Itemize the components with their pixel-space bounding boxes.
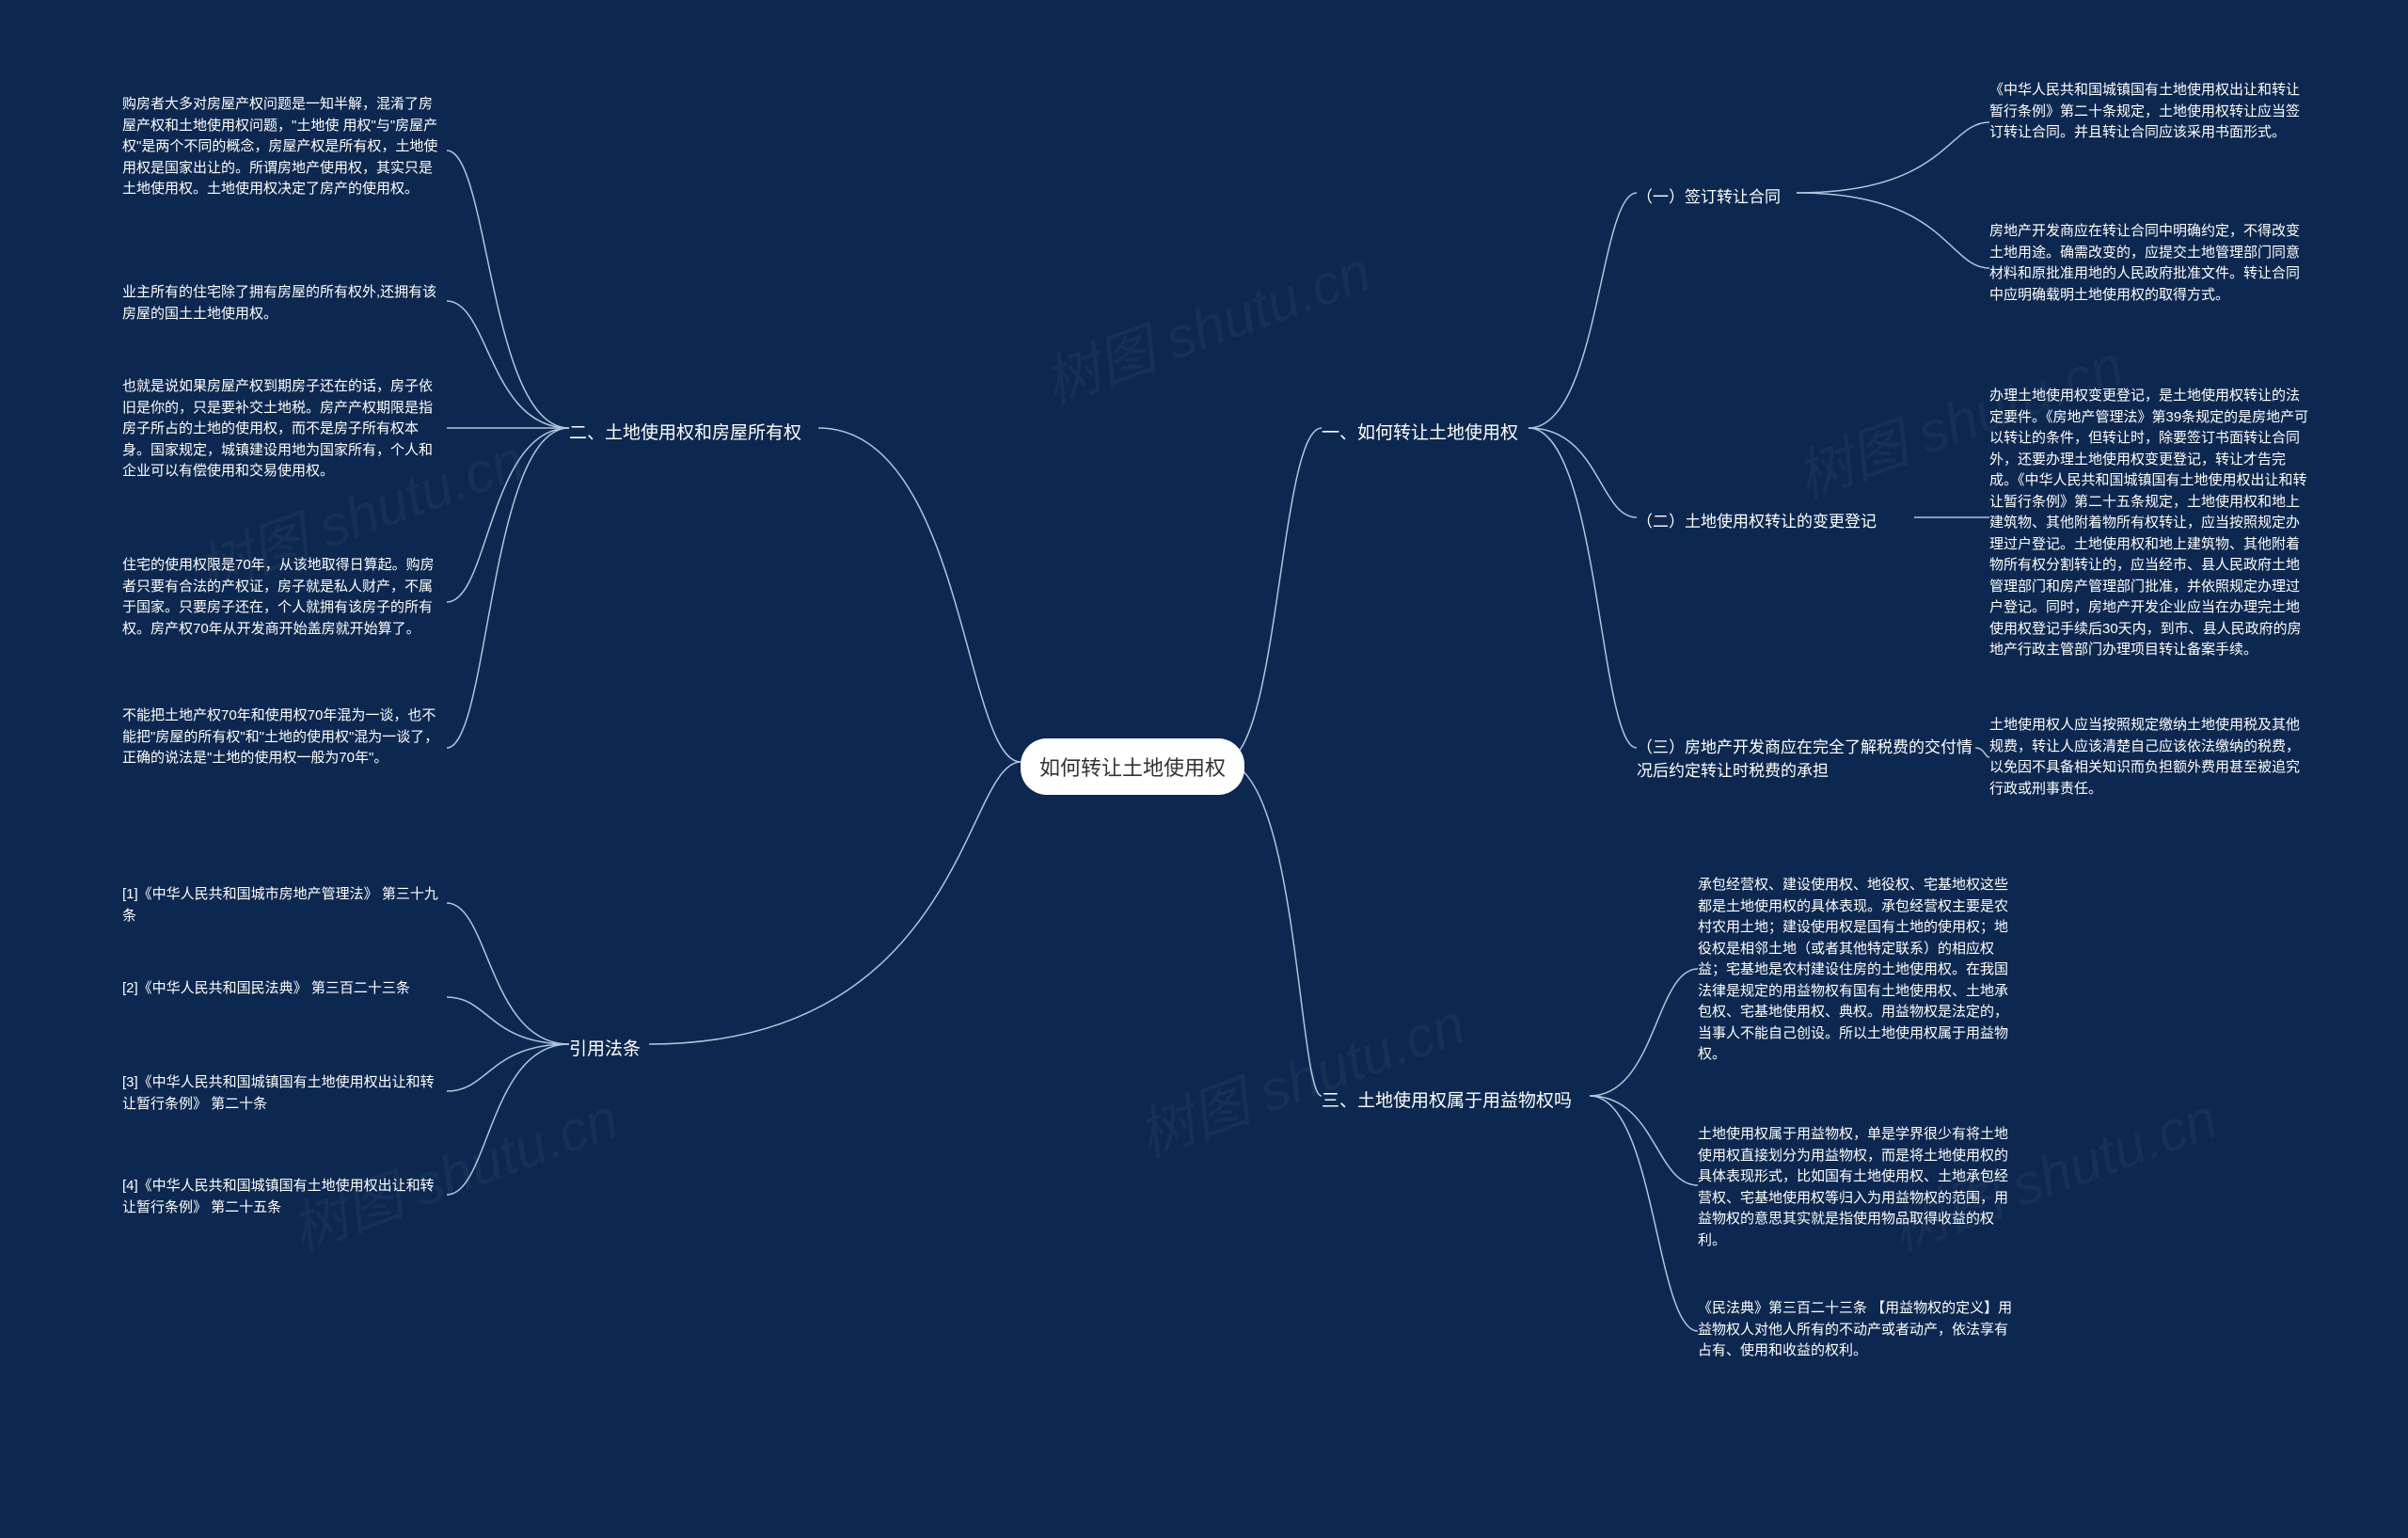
sub-r1-3[interactable]: （三）房地产开发商应在完全了解税费的交付情况后约定转让时税费的承担	[1637, 734, 1975, 781]
leaf-r3-3: 《民法典》第三百二十三条 【用益物权的定义】用益物权人对他人所有的不动产或者动产…	[1698, 1298, 2018, 1362]
leaf-l4-1: [1]《中华人民共和国城市房地产管理法》 第三十九条	[122, 884, 442, 927]
leaf-l2-1: 购房者大多对房屋产权问题是一知半解，混淆了房屋产权和土地使用权问题，"土地使 用…	[122, 94, 442, 200]
leaf-l4-2: [2]《中华人民共和国民法典》 第三百二十三条	[122, 978, 442, 1000]
leaf-r3-1: 承包经营权、建设使用权、地役权、宅基地权这些都是土地使用权的具体表现。承包经营权…	[1698, 875, 2018, 1066]
leaf-l4-4: [4]《中华人民共和国城镇国有土地使用权出让和转让暂行条例》 第二十五条	[122, 1176, 442, 1218]
sub-r1-1[interactable]: （一）签订转让合同	[1637, 183, 1781, 207]
leaf-l2-2: 业主所有的住宅除了拥有房屋的所有权外,还拥有该房屋的国土土地使用权。	[122, 282, 442, 325]
branch-l4[interactable]: 引用法条	[569, 1035, 641, 1060]
watermark: 树图 shutu.cn	[1031, 226, 1380, 420]
branch-r3[interactable]: 三、土地使用权属于用益物权吗	[1322, 1086, 1572, 1112]
center-node[interactable]: 如何转让土地使用权	[1021, 738, 1244, 795]
leaf-l2-4: 住宅的使用权限是70年，从该地取得日算起。购房者只要有合法的产权证，房子就是私人…	[122, 555, 442, 640]
leaf-l2-3: 也就是说如果房屋产权到期房子还在的话，房子依旧是你的，只是要补交土地税。房产产权…	[122, 376, 442, 483]
branch-r1[interactable]: 一、如何转让土地使用权	[1322, 419, 1518, 444]
leaf-r3-2: 土地使用权属于用益物权，单是学界很少有将土地使用权直接划分为用益物权，而是将土地…	[1698, 1124, 2018, 1251]
leaf-r1-2-1: 办理土地使用权变更登记，是土地使用权转让的法定要件。《房地产管理法》第39条规定…	[1989, 386, 2309, 661]
leaf-l2-5: 不能把土地产权70年和使用权70年混为一谈，也不能把"房屋的所有权"和"土地的使…	[122, 706, 442, 769]
sub-r1-2[interactable]: （二）土地使用权转让的变更登记	[1637, 508, 1877, 531]
leaf-l4-3: [3]《中华人民共和国城镇国有土地使用权出让和转让暂行条例》 第二十条	[122, 1072, 442, 1115]
leaf-r1-1-2: 房地产开发商应在转让合同中明确约定，不得改变土地用途。确需改变的，应提交土地管理…	[1989, 221, 2309, 306]
branch-l2[interactable]: 二、土地使用权和房屋所有权	[569, 419, 801, 444]
leaf-r1-3-1: 土地使用权人应当按照规定缴纳土地使用税及其他规费，转让人应该清楚自己应该依法缴纳…	[1989, 715, 2309, 800]
watermark: 树图 shutu.cn	[1125, 978, 1474, 1172]
leaf-r1-1-1: 《中华人民共和国城镇国有土地使用权出让和转让暂行条例》第二十条规定，土地使用权转…	[1989, 80, 2309, 144]
